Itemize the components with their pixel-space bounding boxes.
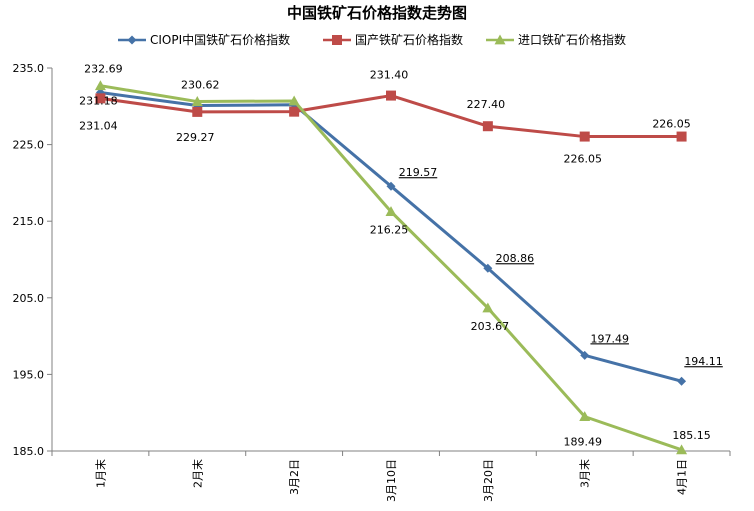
data-label: 230.62 <box>181 79 220 92</box>
y-tick-label: 235.0 <box>13 62 45 75</box>
data-point <box>676 444 688 455</box>
axes: 185.0 195.0 205.0 215.0 225.0 235.0 1月末 2月末 3月2日… <box>13 62 731 502</box>
x-tick-label: 3月10日 <box>385 459 398 502</box>
data-point <box>95 93 106 104</box>
legend-item-import: 进口铁矿石价格指数 <box>486 32 626 47</box>
legend-label-import: 进口铁矿石价格指数 <box>518 32 626 47</box>
data-label: 216.25 <box>370 224 409 237</box>
data-label: 231.04 <box>79 119 118 132</box>
data-label: 231.40 <box>370 69 409 82</box>
data-point <box>483 263 493 273</box>
data-point <box>386 90 396 101</box>
data-point <box>482 121 493 132</box>
y-tick-label: 225.0 <box>13 139 45 152</box>
data-label: 189.49 <box>563 436 602 449</box>
legend-label-domestic: 国产铁矿石价格指数 <box>355 32 463 47</box>
legend: CIOPI中国铁矿石价格指数 国产铁矿石价格指数 进口铁矿石价格指数 <box>118 32 626 47</box>
data-label: 227.40 <box>467 98 506 111</box>
data-point <box>580 350 590 360</box>
x-tick-label: 3月20日 <box>482 459 495 502</box>
data-label: 226.05 <box>652 118 691 131</box>
data-label: 226.05 <box>563 153 602 166</box>
x-tick-label: 4月1日 <box>676 459 689 495</box>
data-point <box>579 411 591 422</box>
data-label: 185.15 <box>672 429 711 442</box>
x-tick-label: 3月末 <box>578 459 592 488</box>
data-point <box>94 80 106 91</box>
y-tick-label: 215.0 <box>13 215 45 228</box>
x-tick-label: 3月2日 <box>288 459 301 495</box>
legend-item-domestic: 国产铁矿石价格指数 <box>323 32 463 47</box>
data-point <box>289 106 300 117</box>
legend-item-ciopi: CIOPI中国铁矿石价格指数 <box>118 32 290 47</box>
chart-title: 中国铁矿石价格指数走势图 <box>287 4 467 22</box>
data-point <box>191 96 203 106</box>
y-tick-label: 205.0 <box>13 292 45 305</box>
data-label: 203.67 <box>471 320 510 333</box>
data-point <box>386 181 396 191</box>
legend-label-ciopi: CIOPI中国铁矿石价格指数 <box>150 32 290 47</box>
data-point <box>288 95 300 106</box>
legend-marker-ciopi <box>127 35 137 45</box>
data-label: 208.86 <box>496 252 535 265</box>
data-point <box>385 206 397 217</box>
data-label: 229.27 <box>176 131 215 144</box>
plot-area: 231.18 219.57 208.86 197.49 194.11 231.04 229.… <box>79 63 723 455</box>
data-label: 194.11 <box>684 355 723 368</box>
legend-marker-import <box>494 34 506 45</box>
y-tick-label: 195.0 <box>13 368 45 381</box>
data-label: 219.57 <box>399 166 438 179</box>
y-tick-label: 185.0 <box>13 445 45 458</box>
data-label: 232.69 <box>84 63 123 76</box>
data-point <box>677 376 687 386</box>
data-label: 231.18 <box>79 95 118 108</box>
data-point <box>676 131 687 142</box>
data-label: 197.49 <box>590 332 629 345</box>
data-point <box>482 302 494 313</box>
data-point <box>192 106 203 117</box>
legend-marker-domestic <box>332 35 342 45</box>
data-point <box>579 131 590 142</box>
x-tick-label: 1月末 <box>93 459 107 488</box>
x-tick-label: 2月末 <box>190 459 204 488</box>
